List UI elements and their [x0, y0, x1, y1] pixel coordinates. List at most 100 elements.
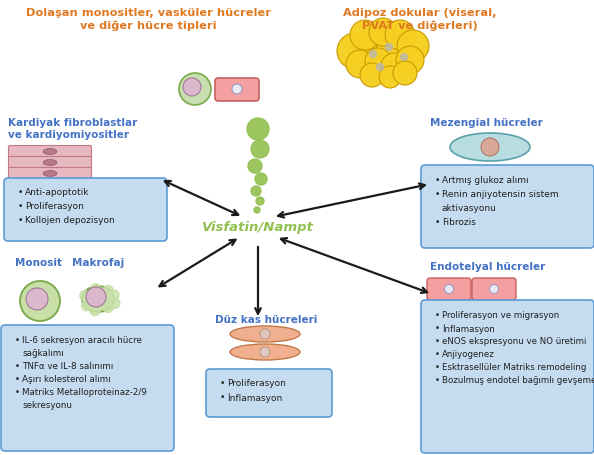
Circle shape [90, 306, 100, 316]
Circle shape [260, 329, 270, 339]
Text: •: • [15, 335, 20, 344]
Circle shape [80, 291, 90, 301]
Text: •: • [435, 362, 440, 371]
Text: Anti-apoptotik: Anti-apoptotik [25, 187, 90, 197]
Circle shape [254, 207, 260, 213]
Circle shape [103, 286, 113, 296]
Text: sekresyonu: sekresyonu [22, 400, 72, 409]
Text: Adipoz dokular (viseral,
PVAT ve diğerleri): Adipoz dokular (viseral, PVAT ve diğerle… [343, 8, 497, 31]
Text: •: • [15, 387, 20, 396]
FancyBboxPatch shape [8, 146, 91, 158]
Circle shape [376, 35, 410, 69]
FancyBboxPatch shape [421, 300, 594, 453]
Circle shape [379, 67, 401, 89]
Circle shape [109, 290, 119, 300]
Text: Endotelyal hücreler: Endotelyal hücreler [430, 262, 545, 271]
Text: Proliferasyon: Proliferasyon [227, 378, 286, 387]
Circle shape [377, 64, 384, 71]
Text: Monosit: Monosit [15, 258, 62, 268]
Circle shape [365, 49, 391, 75]
Circle shape [248, 160, 262, 174]
Circle shape [183, 79, 201, 97]
Circle shape [26, 288, 48, 310]
FancyBboxPatch shape [4, 179, 167, 242]
Text: Makrofaj: Makrofaj [72, 258, 124, 268]
Circle shape [346, 51, 374, 79]
Circle shape [385, 21, 415, 51]
Circle shape [359, 26, 391, 58]
FancyBboxPatch shape [472, 278, 516, 300]
Text: •: • [435, 336, 440, 345]
Text: Artmış glukoz alımı: Artmış glukoz alımı [442, 176, 529, 185]
Text: •: • [18, 202, 23, 211]
Circle shape [260, 347, 270, 357]
Text: •: • [435, 324, 440, 332]
Ellipse shape [230, 344, 300, 360]
Text: •: • [435, 310, 440, 319]
Text: •: • [435, 375, 440, 384]
FancyBboxPatch shape [1, 325, 174, 451]
Circle shape [179, 74, 211, 106]
Text: IL-6 sekresyon aracılı hücre: IL-6 sekresyon aracılı hücre [22, 335, 142, 344]
FancyBboxPatch shape [427, 278, 471, 300]
FancyBboxPatch shape [206, 369, 332, 417]
Text: •: • [15, 374, 20, 383]
Text: Düz kas hücreleri: Düz kas hücreleri [215, 314, 317, 324]
Text: İnflamasyon: İnflamasyon [227, 392, 282, 402]
Text: Proliferasyon ve migrasyon: Proliferasyon ve migrasyon [442, 310, 559, 319]
Circle shape [256, 197, 264, 206]
Ellipse shape [230, 326, 300, 342]
Circle shape [350, 21, 380, 51]
Circle shape [86, 288, 106, 307]
Circle shape [255, 174, 267, 186]
Text: İnflamasyon: İnflamasyon [442, 324, 495, 333]
Ellipse shape [450, 134, 530, 162]
Ellipse shape [43, 149, 57, 155]
Text: Matriks Metalloproteinaz-2/9: Matriks Metalloproteinaz-2/9 [22, 387, 147, 396]
Circle shape [400, 55, 407, 61]
FancyBboxPatch shape [421, 166, 594, 248]
Text: •: • [435, 349, 440, 358]
FancyBboxPatch shape [8, 157, 91, 169]
Text: •: • [435, 190, 440, 198]
Circle shape [103, 303, 113, 313]
Text: Anjiyogenez: Anjiyogenez [442, 349, 495, 358]
Circle shape [489, 285, 498, 294]
Circle shape [481, 139, 499, 157]
FancyBboxPatch shape [8, 168, 91, 180]
Text: sağkalımı: sağkalımı [22, 348, 64, 357]
Circle shape [337, 34, 373, 70]
Circle shape [251, 187, 261, 197]
Ellipse shape [82, 286, 114, 312]
Circle shape [251, 141, 269, 159]
Circle shape [360, 64, 384, 88]
Text: •: • [435, 176, 440, 185]
Text: Kardiyak fibroblastlar
ve kardiyomiyositler: Kardiyak fibroblastlar ve kardiyomiyosit… [8, 118, 137, 140]
Circle shape [386, 45, 393, 51]
Circle shape [393, 62, 417, 86]
Text: Fibrozis: Fibrozis [442, 217, 476, 227]
Text: Visfatin/Nampt: Visfatin/Nampt [202, 221, 314, 234]
Circle shape [381, 54, 407, 80]
Circle shape [90, 284, 100, 294]
Circle shape [232, 85, 242, 95]
Text: eNOS ekspresyonu ve NO üretimi: eNOS ekspresyonu ve NO üretimi [442, 336, 586, 345]
Text: Proliferasyon: Proliferasyon [25, 202, 84, 211]
Text: •: • [18, 216, 23, 224]
Circle shape [81, 301, 91, 311]
Text: Esktrasellüler Matriks remodeling: Esktrasellüler Matriks remodeling [442, 362, 586, 371]
Text: Aşırı kolesterol alımı: Aşırı kolesterol alımı [22, 374, 110, 383]
Ellipse shape [43, 171, 57, 177]
Text: aktivasyonu: aktivasyonu [442, 203, 497, 212]
Text: •: • [220, 378, 225, 387]
Text: •: • [435, 217, 440, 227]
Circle shape [444, 285, 453, 294]
Circle shape [247, 119, 269, 141]
FancyBboxPatch shape [215, 79, 259, 102]
Text: TNFα ve IL-8 salınımı: TNFα ve IL-8 salınımı [22, 361, 113, 370]
Circle shape [20, 281, 60, 321]
Text: Dolaşan monositler, vasküler hücreler
ve diğer hücre tipleri: Dolaşan monositler, vasküler hücreler ve… [26, 8, 270, 31]
Circle shape [369, 19, 397, 47]
Text: Bozulmuş endotel bağımlı gevşeme: Bozulmuş endotel bağımlı gevşeme [442, 375, 594, 384]
Text: Renin anjiyotensin sistem: Renin anjiyotensin sistem [442, 190, 558, 198]
